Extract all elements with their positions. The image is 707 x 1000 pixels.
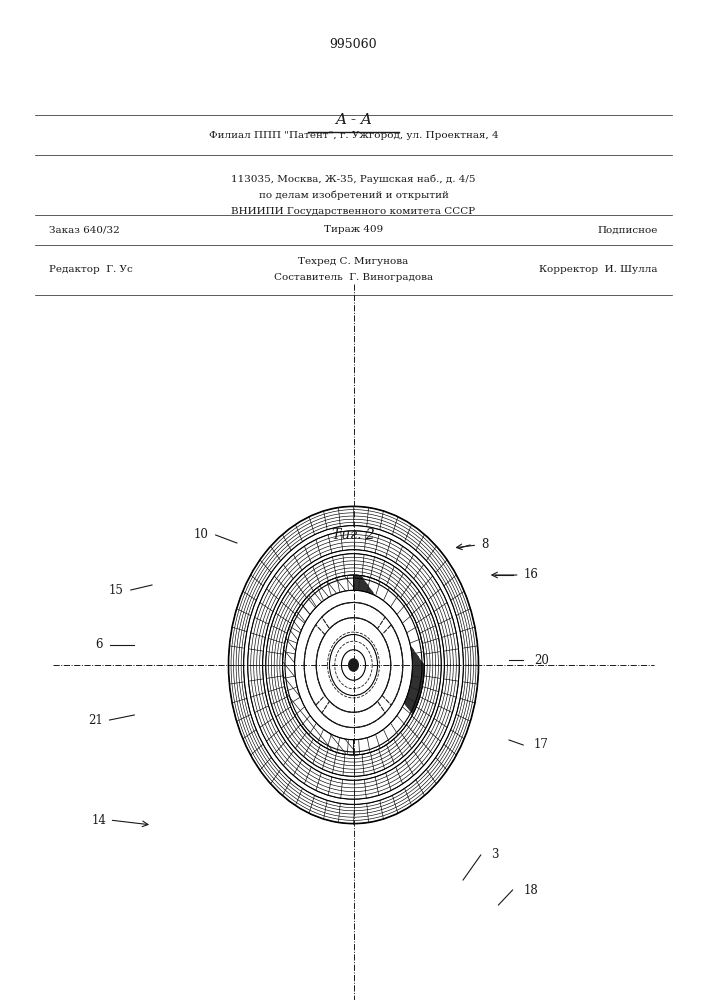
Text: ВНИИПИ Государственного комитета СССР: ВНИИПИ Государственного комитета СССР: [231, 207, 476, 216]
Text: 995060: 995060: [329, 38, 378, 51]
Text: A - A: A - A: [335, 113, 372, 127]
Text: 15: 15: [109, 584, 124, 596]
Polygon shape: [228, 506, 479, 824]
Text: Заказ 640/32: Заказ 640/32: [49, 226, 120, 234]
Text: Филиал ППП "Патент", г. Ужгород, ул. Проектная, 4: Филиал ППП "Патент", г. Ужгород, ул. Про…: [209, 130, 498, 139]
Text: по делам изобретений и открытий: по делам изобретений и открытий: [259, 191, 448, 200]
Text: Корректор  И. Шулла: Корректор И. Шулла: [539, 265, 658, 274]
Text: 17: 17: [534, 738, 549, 752]
Text: Тираж 409: Тираж 409: [324, 226, 383, 234]
Text: 3: 3: [491, 848, 499, 861]
Text: 18: 18: [523, 884, 538, 896]
Text: 6: 6: [95, 639, 103, 652]
Text: 14: 14: [91, 814, 106, 826]
Text: 10: 10: [194, 528, 209, 542]
Text: Τиг. 2: Τиг. 2: [332, 528, 375, 542]
Text: Техред С. Мигунова: Техред С. Мигунова: [298, 256, 409, 265]
Text: Редактор  Г. Ус: Редактор Г. Ус: [49, 265, 133, 274]
Ellipse shape: [349, 659, 358, 671]
Text: Составитель  Г. Виноградова: Составитель Г. Виноградова: [274, 272, 433, 282]
Text: 113035, Москва, Ж-35, Раушская наб., д. 4/5: 113035, Москва, Ж-35, Раушская наб., д. …: [231, 175, 476, 184]
Text: Подписное: Подписное: [597, 226, 658, 234]
Text: 21: 21: [88, 714, 103, 726]
Text: 8: 8: [481, 538, 488, 552]
Text: 20: 20: [534, 654, 549, 666]
Text: 16: 16: [523, 568, 538, 582]
